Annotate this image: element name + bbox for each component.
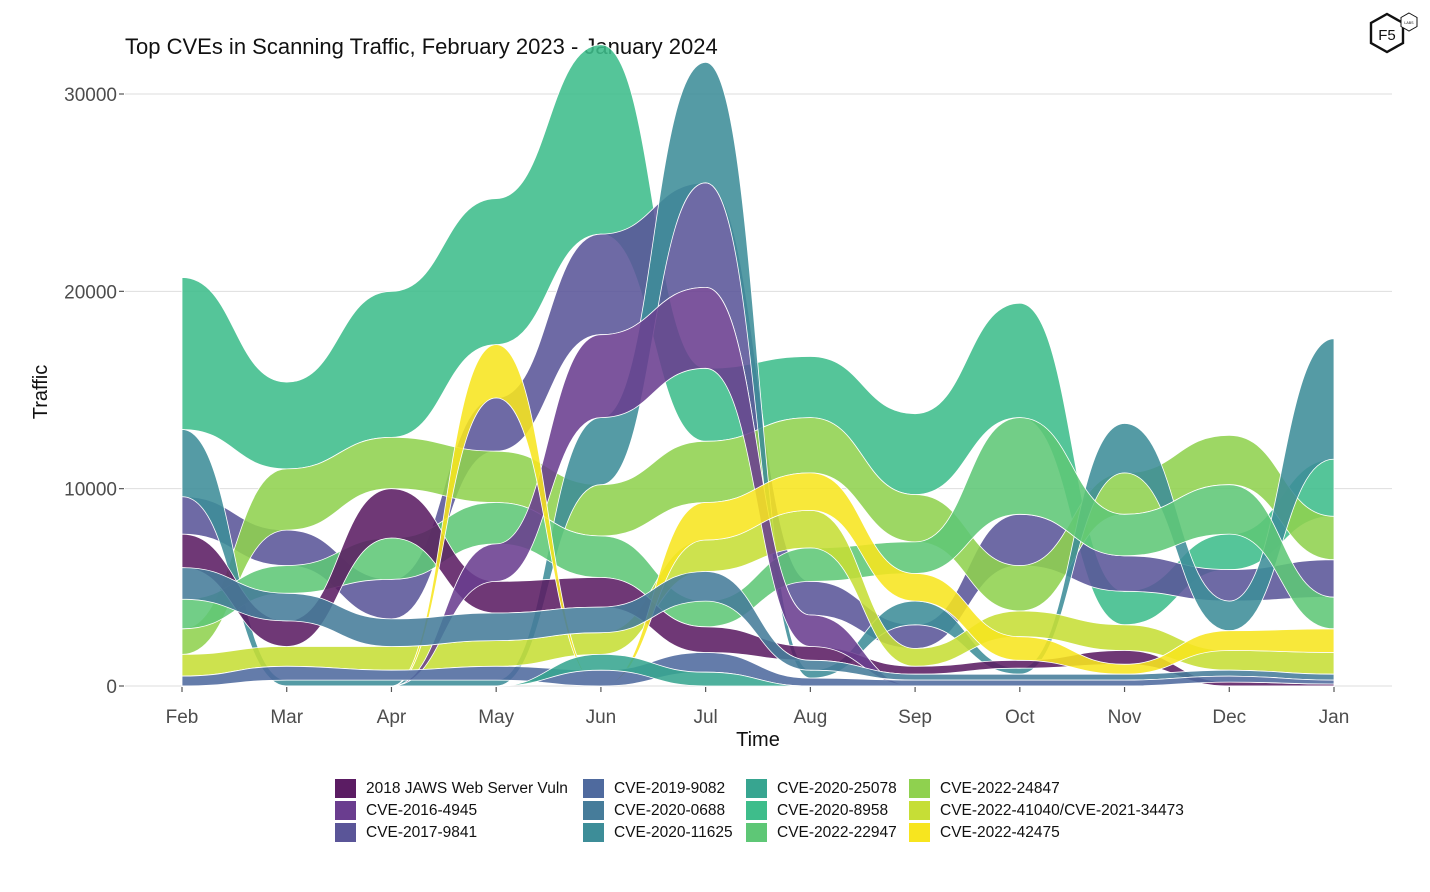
x-tick-label: Nov <box>1108 707 1142 728</box>
legend-label: CVE-2022-41040/CVE-2021-34473 <box>940 801 1184 819</box>
legend-swatch <box>746 801 767 820</box>
stream-cve-2020-25078 <box>182 653 1334 687</box>
x-tick-label: Sep <box>898 707 932 728</box>
legend-label: CVE-2019-9082 <box>614 779 726 797</box>
x-tick-label: Jul <box>693 707 717 728</box>
legend-item: CVE-2022-24847 <box>909 778 1199 799</box>
legend-label: CVE-2017-9841 <box>366 823 478 841</box>
x-tick-label: Aug <box>793 707 827 728</box>
legend-label: CVE-2020-11625 <box>614 823 733 841</box>
legend-swatch <box>335 823 356 842</box>
x-tick-label: Oct <box>1005 707 1035 728</box>
x-tick-label: Feb <box>166 707 199 728</box>
legend-item: CVE-2017-9841 <box>335 822 583 843</box>
legend-label: CVE-2022-24847 <box>940 779 1060 797</box>
legend-item: CVE-2022-41040/CVE-2021-34473 <box>909 800 1199 821</box>
svg-text:LABS: LABS <box>1404 21 1414 25</box>
x-tick-label: Apr <box>377 707 407 728</box>
legend-label: CVE-2020-0688 <box>614 801 726 819</box>
legend: 2018 JAWS Web Server Vuln CVE-2019-9082 CV… <box>335 778 1199 843</box>
legend-swatch <box>746 823 767 842</box>
y-tick-label: 20000 <box>64 282 117 303</box>
legend-label: CVE-2020-8958 <box>777 801 889 819</box>
legend-swatch <box>583 779 604 798</box>
svg-text:F5: F5 <box>1378 27 1396 44</box>
legend-item: CVE-2020-8958 <box>746 800 909 821</box>
x-tick-label: Dec <box>1212 707 1246 728</box>
legend-swatch <box>335 779 356 798</box>
legend-item: CVE-2019-9082 <box>583 778 746 799</box>
legend-item: CVE-2016-4945 <box>335 800 583 821</box>
legend-item: CVE-2020-25078 <box>746 778 909 799</box>
y-tick-label: 30000 <box>64 85 117 106</box>
legend-label: CVE-2022-22947 <box>777 823 897 841</box>
legend-swatch <box>909 823 930 842</box>
x-axis-title: Time <box>736 729 780 751</box>
legend-swatch <box>909 779 930 798</box>
x-tick-label: May <box>478 707 514 728</box>
legend-swatch <box>746 779 767 798</box>
legend-item: CVE-2020-11625 <box>583 822 746 843</box>
x-tick-label: Jan <box>1319 707 1350 728</box>
legend-label: 2018 JAWS Web Server Vuln <box>366 779 568 797</box>
x-tick-label: Mar <box>270 707 303 728</box>
legend-item: CVE-2022-42475 <box>909 822 1199 843</box>
legend-label: CVE-2016-4945 <box>366 801 478 819</box>
y-axis: 0 10000 20000 30000 <box>64 85 124 698</box>
legend-label: CVE-2020-25078 <box>777 779 897 797</box>
legend-swatch <box>335 801 356 820</box>
legend-item: CVE-2022-22947 <box>746 822 909 843</box>
legend-label: CVE-2022-42475 <box>940 823 1060 841</box>
y-tick-label: 0 <box>106 677 117 698</box>
f5-labs-logo: F5 LABS <box>1366 12 1422 56</box>
legend-item: CVE-2020-0688 <box>583 800 746 821</box>
chart-title: Top CVEs in Scanning Traffic, February 2… <box>125 34 718 59</box>
y-axis-title: Traffic <box>30 365 52 419</box>
stream-cve-2022-42475 <box>182 344 1335 687</box>
x-tick-label: Jun <box>586 707 617 728</box>
legend-swatch <box>583 823 604 842</box>
stream-layers <box>181 44 1335 687</box>
legend-swatch <box>583 801 604 820</box>
legend-swatch <box>909 801 930 820</box>
x-axis: Feb Mar Apr May Jun Jul Aug Sep Oct Nov Dec Jan <box>166 687 1350 728</box>
legend-item: 2018 JAWS Web Server Vuln <box>335 778 583 799</box>
y-tick-label: 10000 <box>64 480 117 501</box>
